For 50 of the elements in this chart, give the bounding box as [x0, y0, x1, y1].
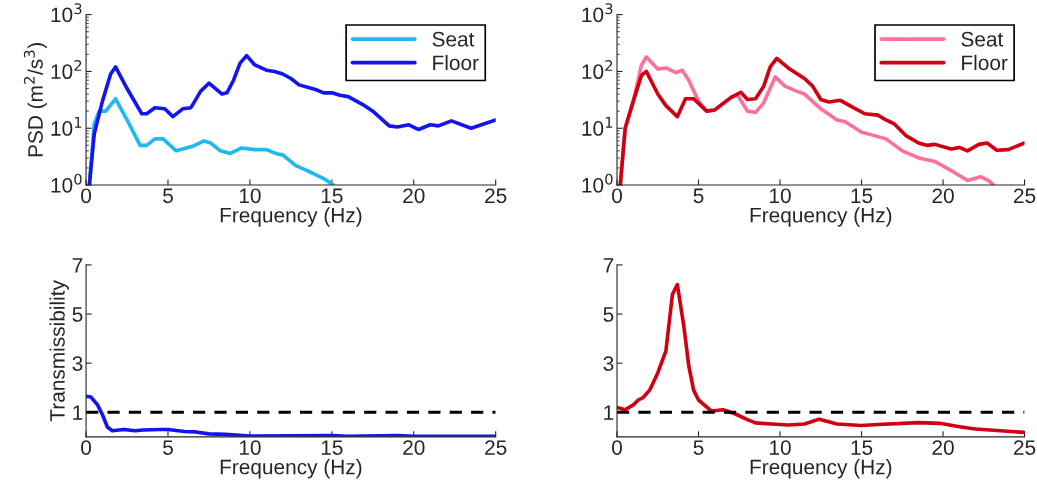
x-tick-label: 20 — [403, 440, 425, 455]
x-tick-label: 25 — [485, 440, 507, 455]
x-tick-label: 5 — [163, 440, 173, 455]
legend-label: Seat — [961, 31, 1004, 47]
y-tick-label: 10$^{0}$ — [51, 173, 82, 193]
y-tick-label: 10$^{1}$ — [582, 117, 613, 136]
y-tick-label: 1 — [604, 405, 614, 420]
y-tick-label: 5 — [603, 307, 614, 322]
y-tick-label: 10$^{2}$ — [51, 60, 82, 80]
x-tick-label: 20 — [932, 440, 954, 455]
x-tick-label: 10 — [770, 440, 791, 455]
x-tick-label: 25 — [485, 188, 507, 204]
x-tick-label: 5 — [163, 188, 173, 204]
y-tick-label: 3 — [72, 356, 83, 371]
x-tick-label: 0 — [612, 188, 622, 204]
y-tick-label: 7 — [603, 258, 614, 273]
x-tick-label: 15 — [321, 440, 343, 455]
x-tick-label: 0 — [81, 188, 92, 204]
x-tick-label: 0 — [612, 440, 622, 455]
x-axis-title: Frequency (Hz) — [220, 207, 362, 227]
y-axis-title: Transmissibility — [49, 280, 69, 422]
y-tick-label: 3 — [603, 356, 614, 371]
x-tick-label: 15 — [851, 440, 873, 455]
y-axis-title: PSD (m$^{2}$/s$^{3}$) — [23, 43, 47, 157]
y-tick-label: 10$^{1}$ — [51, 117, 82, 136]
x-tick-label: 15 — [321, 188, 343, 204]
y-tick-label: 5 — [72, 307, 83, 322]
x-tick-label: 10 — [770, 188, 791, 204]
y-tick-label: 10$^{0}$ — [582, 173, 613, 193]
y-tick-label: 1 — [73, 405, 83, 420]
x-tick-label: 5 — [693, 440, 704, 455]
x-tick-label: 10 — [239, 440, 261, 455]
x-tick-label: 0 — [81, 440, 92, 455]
x-axis-title: Frequency (Hz) — [220, 459, 362, 479]
x-tick-label: 15 — [851, 188, 873, 204]
y-tick-label: 10$^{3}$ — [51, 3, 82, 23]
x-tick-label: 20 — [932, 188, 954, 204]
legend-label: Floor — [962, 54, 1008, 71]
x-tick-label: 25 — [1014, 188, 1036, 204]
x-axis-title: Frequency (Hz) — [750, 459, 892, 479]
legend-label: Seat — [432, 31, 475, 47]
x-tick-label: 20 — [403, 188, 425, 204]
legend-label: Floor — [433, 54, 479, 71]
y-tick-label: 7 — [72, 258, 83, 273]
x-tick-label: 10 — [239, 188, 261, 204]
x-tick-label: 5 — [693, 188, 704, 204]
y-tick-label: 10$^{3}$ — [582, 3, 613, 23]
x-tick-label: 25 — [1014, 440, 1036, 455]
y-tick-label: 10$^{2}$ — [582, 60, 613, 80]
x-axis-title: Frequency (Hz) — [750, 207, 892, 227]
